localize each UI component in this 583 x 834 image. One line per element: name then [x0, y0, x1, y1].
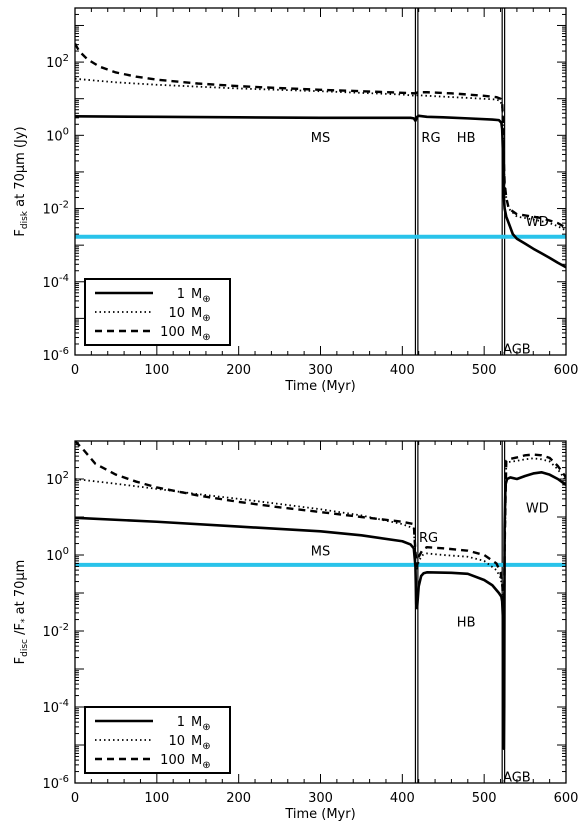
legend: 1 M⊕ 10 M⊕ 100 M⊕ [84, 706, 231, 774]
phase-label-ms: MS [311, 131, 330, 146]
y-tick-label: 100 [46, 126, 69, 144]
y-tick-label: 10-2 [42, 622, 69, 640]
x-tick-label: 100 [144, 363, 169, 378]
phase-label-agb: AGB [503, 343, 531, 358]
y-tick-label: 10-6 [42, 346, 69, 364]
legend-label: 1 [177, 287, 185, 302]
x-tick-label: 400 [390, 791, 415, 806]
y-tick-label: 10-4 [42, 273, 69, 291]
y-tick-label: 10-4 [42, 698, 69, 716]
y-tick-label: 10-2 [42, 200, 69, 218]
x-tick-label: 0 [71, 363, 79, 378]
y-tick-label: 102 [46, 470, 69, 488]
series-line-solid [75, 114, 566, 269]
phase-label-hb: HB [457, 615, 476, 630]
series-line-dashed [75, 43, 566, 229]
legend-label: 10 [168, 734, 185, 749]
phase-label-hb: HB [457, 131, 476, 146]
plot-panel-1: 0 100 200 300 400 500 600 10-6 10-4 10-2 100 102 Tim… [13, 7, 579, 394]
x-tick-label: 500 [472, 791, 497, 806]
series-line-dotted [75, 77, 566, 232]
legend-label: 1 [177, 715, 185, 730]
phase-label-wd: WD [526, 215, 549, 230]
x-tick-label: 100 [144, 791, 169, 806]
y-tick-label: 100 [46, 546, 69, 564]
x-tick-label: 500 [472, 363, 497, 378]
plot-panel-2: 0 100 200 300 400 500 600 10-6 10-4 10-2 100 102 Tim… [13, 440, 579, 822]
x-axis-title: Time (Myr) [284, 379, 355, 394]
legend-unit: M⊕ [191, 753, 211, 771]
x-tick-label: 200 [226, 791, 251, 806]
x-axis-title: Time (Myr) [284, 807, 355, 822]
x-tick-label: 400 [390, 363, 415, 378]
x-tick-label: 600 [554, 791, 579, 806]
x-tick-label: 200 [226, 363, 251, 378]
legend-box [84, 278, 231, 346]
legend-label: 100 [160, 753, 185, 768]
phase-label-agb: AGB [503, 770, 531, 785]
x-tick-label: 0 [71, 791, 79, 806]
x-tick-label: 300 [308, 363, 333, 378]
legend-label: 100 [160, 325, 185, 340]
plot-area [75, 8, 566, 355]
legend-unit: M⊕ [191, 287, 211, 305]
plot-area [75, 441, 566, 783]
phase-label-ms: MS [311, 545, 330, 560]
legend-unit: M⊕ [191, 325, 211, 343]
x-tick-label: 300 [308, 791, 333, 806]
legend-label: 10 [168, 306, 185, 321]
series-line-dotted [75, 457, 566, 670]
y-axis-title: Fdisk at 70μm (Jy) [13, 126, 30, 236]
legend: 1 M⊕ 10 M⊕ 100 M⊕ [84, 278, 231, 346]
y-tick-label: 102 [46, 53, 69, 71]
legend-unit: M⊕ [191, 715, 211, 733]
phase-label-rg: RG [419, 531, 438, 546]
x-tick-label: 600 [554, 363, 579, 378]
y-tick-label: 10-6 [42, 774, 69, 792]
legend-unit: M⊕ [191, 306, 211, 324]
y-axis-title: Fdisc /F* at 70μm [13, 560, 30, 665]
phase-label-wd: WD [526, 501, 549, 516]
phase-label-rg: RG [421, 131, 440, 146]
legend-unit: M⊕ [191, 734, 211, 752]
series-line-solid [75, 471, 566, 750]
